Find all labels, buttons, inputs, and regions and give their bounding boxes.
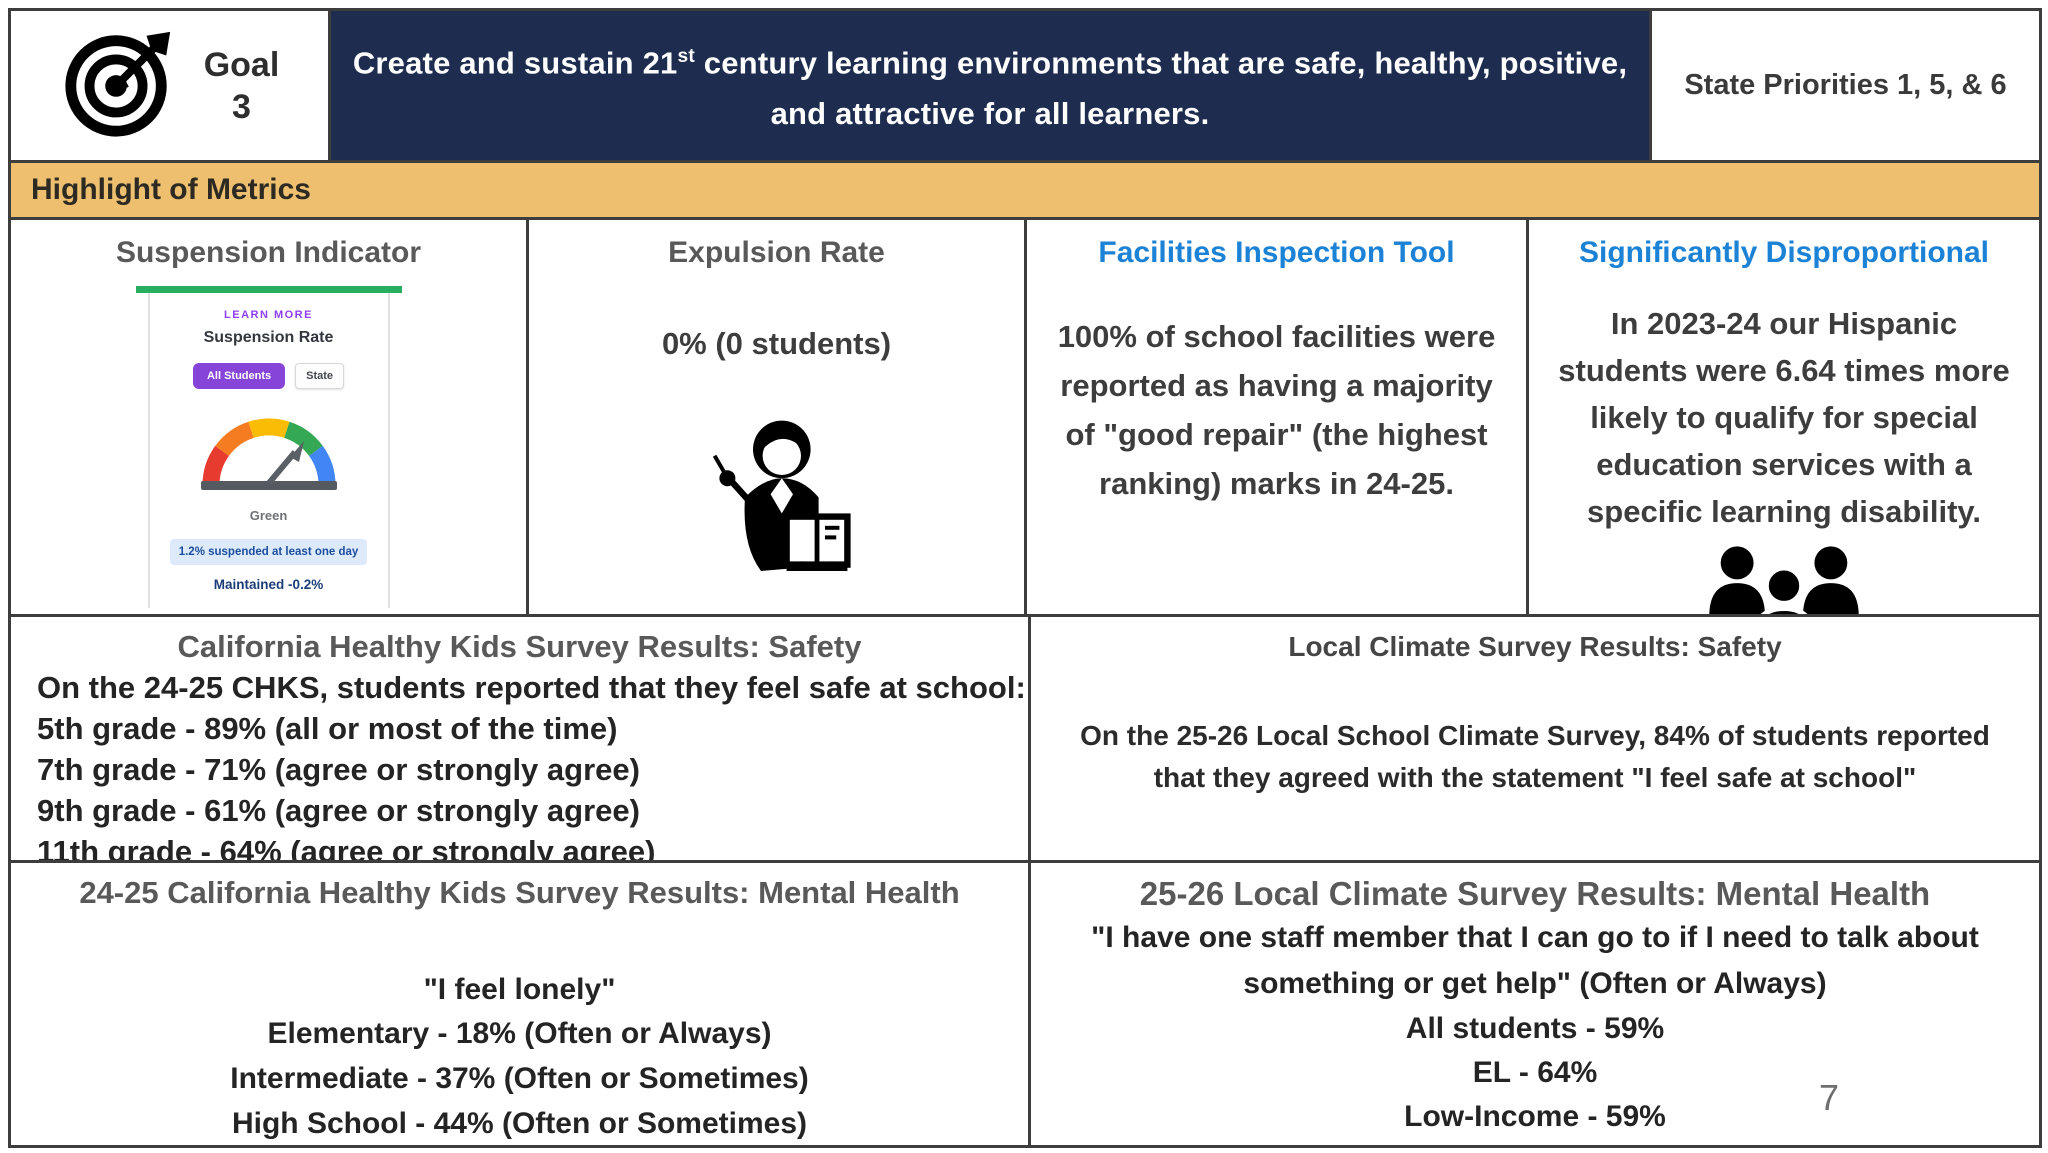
- card-title: Suspension Rate: [203, 329, 334, 346]
- learn-more-link: LEARN MORE: [224, 309, 313, 321]
- expulsion-rate-cell: Expulsion Rate 0% (0 students): [529, 220, 1027, 614]
- chks-mental-elementary: Elementary - 18% (Often or Always): [267, 1017, 772, 1050]
- suspension-change-label: Maintained -0.2%: [213, 577, 324, 592]
- chks-mental-health-title: 24-25 California Healthy Kids Survey Res…: [79, 875, 960, 910]
- chks-safety-cell: California Healthy Kids Survey Results: …: [11, 617, 1031, 860]
- chks-safety-lines: On the 24-25 CHKS, students reported tha…: [11, 667, 1028, 860]
- chks-safety-grade-7: 7th grade - 71% (agree or strongly agree…: [37, 752, 640, 787]
- chks-mental-health-lines: Elementary - 18% (Often or Always) Inter…: [11, 1011, 1028, 1145]
- header-row: Goal 3 Create and sustain 21st century l…: [11, 11, 2039, 163]
- local-climate-safety-title: Local Climate Survey Results: Safety: [1288, 631, 1782, 662]
- local-mental-el: EL - 64%: [1472, 1056, 1598, 1089]
- chks-safety-grade-9: 9th grade - 61% (agree or strongly agree…: [37, 793, 640, 828]
- significantly-disproportional-body: In 2023-24 our Hispanic students were 6.…: [1558, 306, 2010, 529]
- goal-banner: Create and sustain 21st century learning…: [331, 11, 1649, 160]
- local-climate-safety-cell: Local Climate Survey Results: Safety On …: [1031, 617, 2039, 860]
- state-priorities-cell: State Priorities 1, 5, & 6: [1649, 11, 2039, 160]
- banner-line-2: and attractive for all learners.: [770, 95, 1210, 131]
- teacher-icon: [529, 414, 1024, 584]
- state-chip: State: [295, 363, 345, 389]
- quote-line-2: something or get help" (Often or Always): [1243, 967, 1827, 1000]
- local-climate-mental-health-title: 25-26 Local Climate Survey Results: Ment…: [1139, 875, 1931, 912]
- goal-cell: Goal 3: [11, 11, 331, 160]
- suspension-indicator-cell: Suspension Indicator LEARN MORE Suspensi…: [11, 220, 529, 614]
- facilities-inspection-title: Facilities Inspection Tool: [1098, 236, 1455, 269]
- card-green-bar: [135, 286, 402, 293]
- suspension-gauge: [150, 403, 388, 498]
- chks-safety-intro: On the 24-25 CHKS, students reported tha…: [37, 670, 1026, 705]
- local-climate-mental-health-lines: All students - 59% EL - 64% Low-Income -…: [1031, 1007, 2039, 1139]
- facilities-inspection-body: 100% of school facilities were reported …: [1057, 319, 1496, 501]
- chks-safety-title: California Healthy Kids Survey Results: …: [177, 629, 862, 664]
- suspension-indicator-title: Suspension Indicator: [115, 236, 422, 269]
- chks-safety-grade-11: 11th grade - 64% (agree or strongly agre…: [37, 834, 656, 860]
- significantly-disproportional-title: Significantly Disproportional: [1578, 236, 1990, 269]
- section-bar: Highlight of Metrics: [11, 163, 2039, 220]
- all-students-chip: All Students: [192, 363, 286, 389]
- card-chip-row: All Students State: [150, 363, 388, 389]
- expulsion-rate-value: 0% (0 students): [661, 326, 892, 361]
- chks-mental-health-cell: 24-25 California Healthy Kids Survey Res…: [11, 863, 1031, 1145]
- goal-label: Goal 3: [203, 45, 280, 126]
- gauge-status-label: Green: [249, 508, 288, 523]
- banner-line-1: Create and sustain 21st century learning…: [352, 45, 1628, 81]
- mental-health-row: 24-25 California Healthy Kids Survey Res…: [11, 863, 2039, 1145]
- local-climate-mental-health-cell: 25-26 Local Climate Survey Results: Ment…: [1031, 863, 2039, 1145]
- facilities-inspection-cell: Facilities Inspection Tool 100% of schoo…: [1027, 220, 1529, 614]
- target-icon: [60, 24, 178, 147]
- suspension-dashboard-card: LEARN MORE Suspension Rate All Students …: [135, 286, 402, 608]
- section-bar-label: Highlight of Metrics: [31, 173, 311, 206]
- page-number: 7: [1818, 1077, 1839, 1118]
- expulsion-rate-title: Expulsion Rate: [668, 236, 885, 269]
- people-group-icon: [1529, 545, 2039, 614]
- state-priorities-label: State Priorities 1, 5, & 6: [1684, 69, 2007, 101]
- local-mental-all-students: All students - 59%: [1405, 1012, 1665, 1045]
- suspension-detail-pill: 1.2% suspended at least one day: [169, 539, 368, 565]
- metrics-row: Suspension Indicator LEARN MORE Suspensi…: [11, 220, 2039, 617]
- significantly-disproportional-cell: Significantly Disproportional In 2023-24…: [1529, 220, 2039, 614]
- local-climate-safety-body: On the 25-26 Local School Climate Survey…: [1080, 720, 1990, 793]
- safety-survey-row: California Healthy Kids Survey Results: …: [11, 617, 2039, 863]
- local-climate-mental-health-quote: "I have one staff member that I can go t…: [1031, 915, 2039, 1007]
- chks-safety-grade-5: 5th grade - 89% (all or most of the time…: [37, 711, 618, 746]
- local-mental-low-income: Low-Income - 59%: [1404, 1100, 1666, 1133]
- goal3-metrics-table: Goal 3 Create and sustain 21st century l…: [8, 8, 2042, 1148]
- chks-mental-health-quote: "I feel lonely": [423, 973, 616, 1006]
- chks-mental-high-school: High School - 44% (Often or Sometimes): [231, 1107, 808, 1140]
- quote-line-1: "I have one staff member that I can go t…: [1091, 921, 1979, 954]
- chks-mental-intermediate: Intermediate - 37% (Often or Sometimes): [230, 1062, 809, 1095]
